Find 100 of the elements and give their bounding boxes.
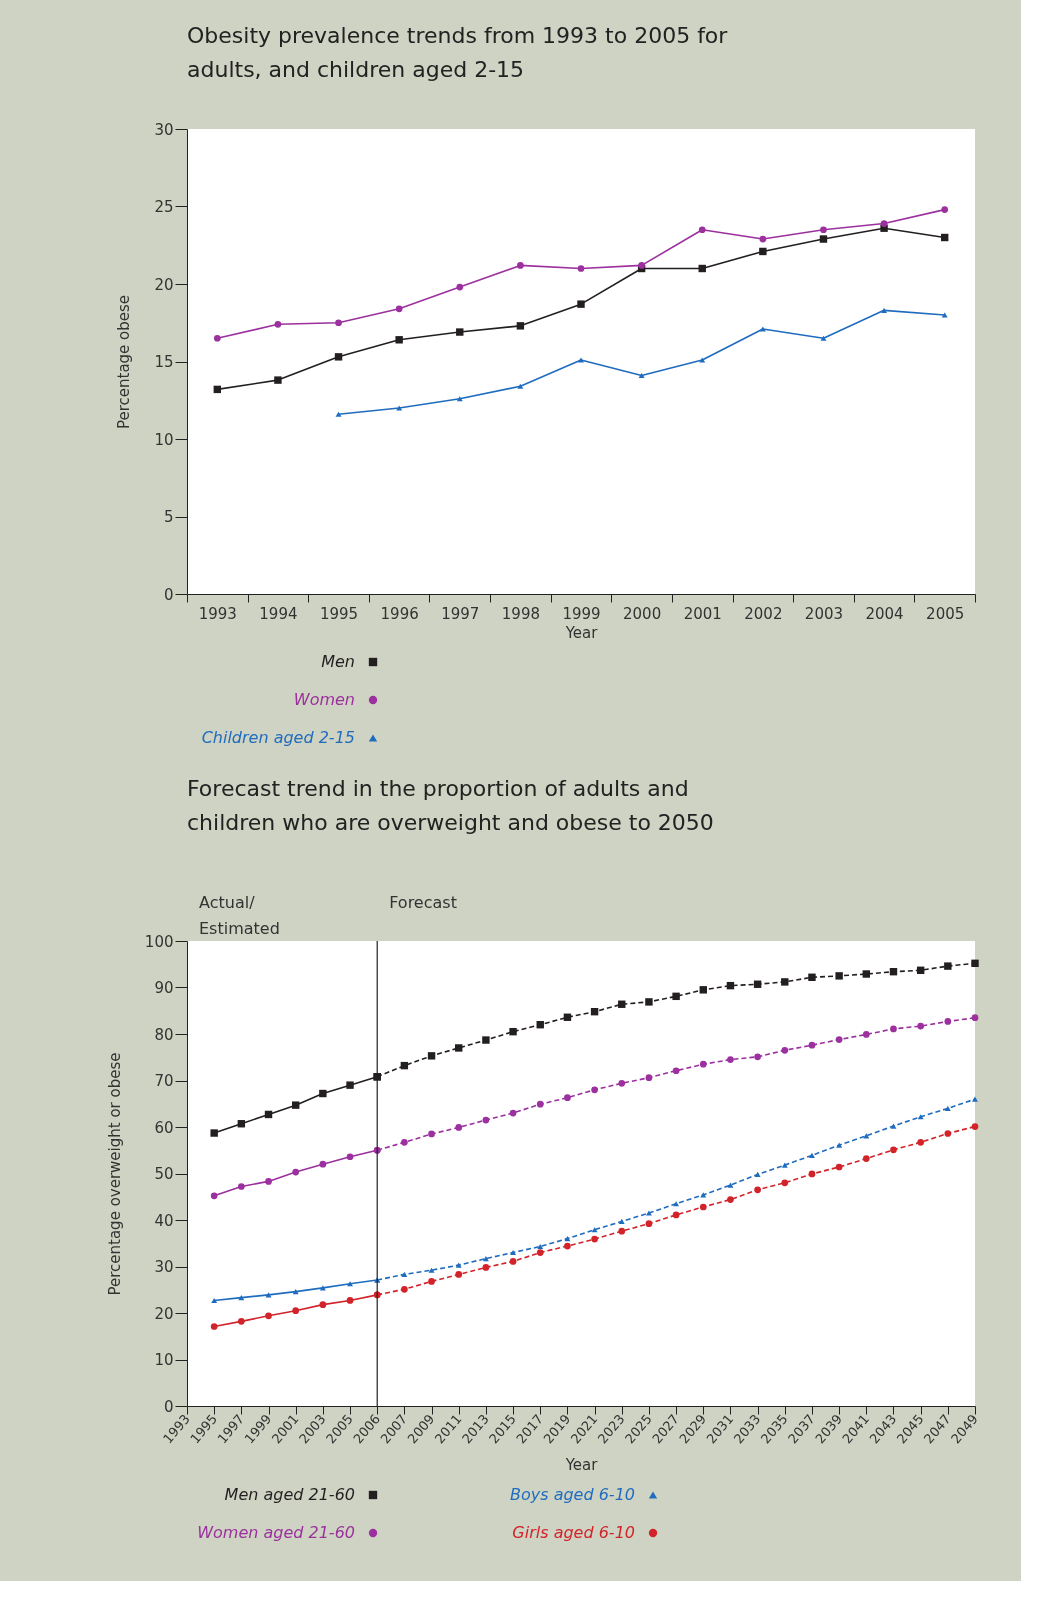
y-tick-label: 20 (154, 275, 174, 294)
point (456, 396, 463, 402)
y-tick-label: 90 (154, 979, 174, 997)
point (890, 1025, 897, 1033)
point (754, 1053, 761, 1061)
point (759, 235, 767, 243)
point (835, 1163, 843, 1171)
x-tick-label: 1993 (198, 604, 237, 623)
point (210, 1192, 218, 1200)
point (862, 1155, 870, 1162)
point (591, 1235, 598, 1243)
point (836, 1142, 843, 1148)
point (456, 328, 464, 336)
point (319, 1089, 327, 1098)
y-tick-label: 30 (154, 1258, 174, 1276)
point (971, 959, 979, 968)
point (862, 1031, 870, 1038)
point (917, 1022, 925, 1030)
point (564, 1094, 571, 1102)
point (396, 405, 403, 411)
y-tick-label: 10 (154, 1351, 174, 1369)
point (754, 1171, 761, 1177)
point (265, 1178, 272, 1185)
x-tick-label: 2002 (744, 604, 783, 623)
point (591, 1086, 598, 1094)
point (509, 1109, 517, 1117)
point (808, 1041, 816, 1049)
y-axis-title: Percentage overweight or obese (105, 1052, 124, 1296)
legend-label: Girls aged 6-10 (512, 1523, 635, 1542)
point (319, 1160, 327, 1168)
point (291, 1101, 300, 1109)
point (699, 1203, 707, 1211)
point (618, 1218, 625, 1224)
point (401, 1271, 408, 1277)
point (274, 320, 282, 328)
point (638, 262, 645, 269)
point (335, 411, 342, 417)
point (699, 357, 706, 363)
point (809, 1152, 815, 1158)
y-tick-label: 30 (154, 120, 174, 139)
point (645, 1210, 652, 1216)
point (238, 1295, 245, 1301)
point (808, 1170, 816, 1178)
point (890, 1123, 897, 1129)
point (754, 1186, 761, 1194)
point (941, 312, 948, 318)
point (880, 220, 888, 227)
y-tick-label: 0 (163, 1397, 174, 1416)
x-tick-label: 2001 (683, 604, 722, 623)
point (808, 973, 816, 981)
point (510, 1249, 517, 1256)
point (516, 322, 525, 330)
x-tick-label: 2004 (865, 604, 904, 623)
point (455, 1262, 462, 1268)
point (971, 1014, 979, 1022)
x-axis-title: Year (564, 623, 599, 642)
legend-label: Men (321, 652, 355, 671)
point (672, 992, 680, 1001)
point (759, 247, 767, 256)
y-axis-title: Percentage obese (115, 294, 134, 430)
point (428, 1130, 435, 1138)
point (517, 262, 524, 269)
point (645, 1220, 653, 1228)
point (781, 1179, 789, 1187)
y-tick-label: 70 (154, 1072, 174, 1090)
x-tick-label: 1998 (501, 604, 540, 623)
point (835, 1036, 843, 1043)
x-tick-label: 1999 (562, 604, 601, 623)
y-tick-label: 25 (154, 198, 174, 216)
point (820, 226, 827, 234)
chart-title: Obesity prevalence trends from 1993 to 2005 for adults, and children aged 2-15 (187, 23, 729, 82)
y-tick-label: 15 (154, 353, 174, 371)
point (482, 1116, 490, 1124)
point (428, 1278, 435, 1285)
point (237, 1183, 245, 1190)
point (517, 383, 524, 389)
point (536, 1249, 544, 1256)
x-tick-label: 1995 (319, 604, 359, 623)
point (781, 978, 789, 986)
point (335, 319, 342, 327)
point (672, 1067, 680, 1075)
point (428, 1267, 435, 1273)
x-tick-label: 2005 (926, 604, 965, 623)
point (509, 1027, 517, 1036)
point (944, 1018, 952, 1025)
y-tick-label: 40 (154, 1211, 174, 1230)
point (210, 1323, 218, 1330)
point (577, 300, 585, 308)
point (319, 1301, 327, 1308)
point (759, 326, 766, 332)
point (638, 372, 645, 379)
point (944, 1105, 951, 1111)
point (835, 972, 843, 980)
point (971, 1123, 979, 1130)
point (395, 305, 403, 313)
y-tick-label: 5 (163, 508, 174, 526)
point (509, 1258, 517, 1265)
x-tick-label: 2003 (804, 604, 844, 623)
x-tick-label: 2000 (623, 604, 662, 623)
legend-label: Boys aged 6-10 (509, 1485, 635, 1504)
